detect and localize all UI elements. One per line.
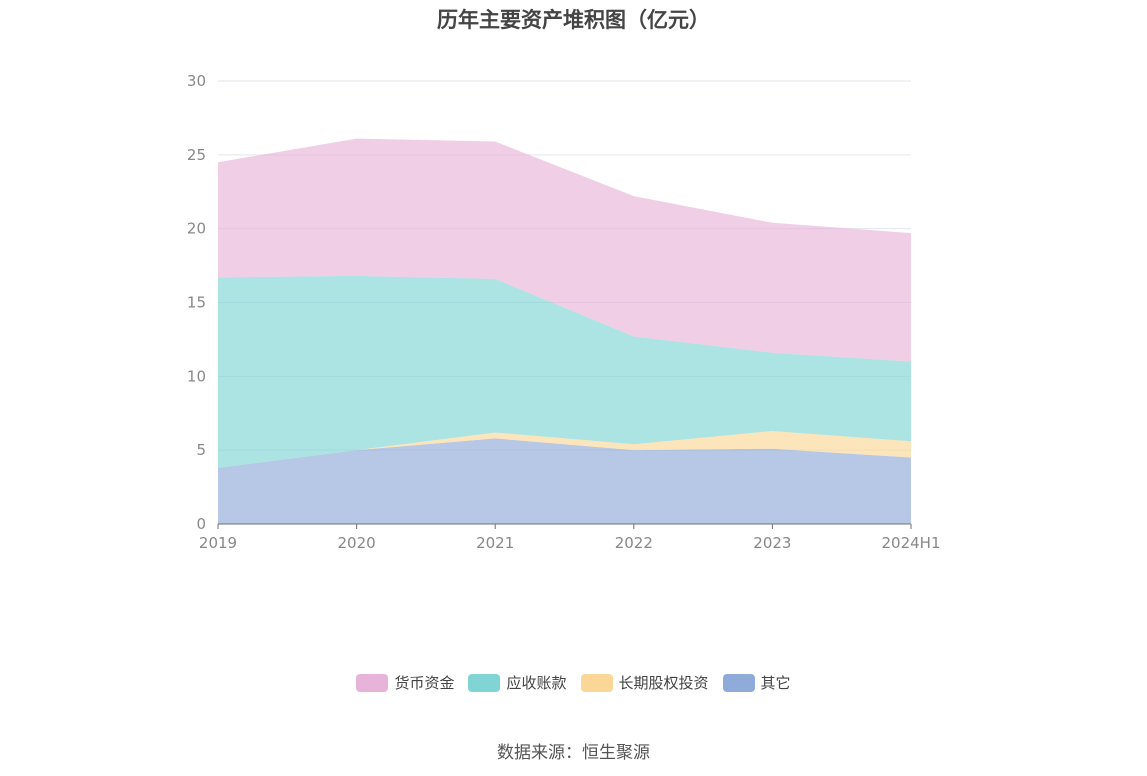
legend: 货币资金 应收账款 长期股权投资 其它 (0, 672, 1147, 693)
legend-item[interactable]: 货币资金 (356, 672, 454, 693)
y-tick-label: 10 (187, 367, 206, 385)
x-tick-label: 2022 (615, 534, 653, 552)
legend-label: 长期股权投资 (618, 674, 709, 692)
y-tick-label: 30 (187, 72, 206, 90)
source-note: 数据来源：恒生聚源 (497, 743, 650, 763)
y-tick-label: 25 (187, 146, 206, 164)
area-应收账款 (218, 275, 911, 468)
x-tick-label: 2023 (753, 534, 791, 552)
legend-item[interactable]: 应收账款 (468, 672, 567, 693)
x-tick-label: 2024H1 (882, 534, 941, 552)
legend-label: 应收账款 (506, 674, 567, 692)
x-tick-label: 2021 (476, 534, 514, 552)
axes: 0 5 10 15 20 25 30 2019 2020 2021 2022 2023 2024H1 (187, 72, 941, 552)
legend-label: 其它 (760, 674, 791, 692)
x-tick-label: 2020 (338, 534, 376, 552)
area-长期股权投资 (218, 430, 911, 468)
x-tick-label: 2019 (199, 534, 237, 552)
legend-swatch (580, 673, 613, 692)
area-货币资金 (218, 138, 911, 362)
legend-swatch (468, 673, 501, 692)
legend-swatch (356, 673, 389, 692)
y-tick-label: 0 (196, 515, 206, 533)
legend-item[interactable]: 其它 (722, 672, 791, 693)
y-tick-label: 20 (187, 220, 206, 238)
y-tick-label: 5 (196, 441, 206, 459)
legend-swatch (722, 673, 755, 692)
area-其它 (218, 438, 911, 524)
area-series (218, 138, 911, 524)
legend-item[interactable]: 长期股权投资 (580, 672, 709, 693)
legend-label: 货币资金 (394, 674, 455, 692)
chart-title: 历年主要资产堆积图（亿元） (437, 8, 710, 32)
y-tick-label: 15 (187, 294, 206, 312)
